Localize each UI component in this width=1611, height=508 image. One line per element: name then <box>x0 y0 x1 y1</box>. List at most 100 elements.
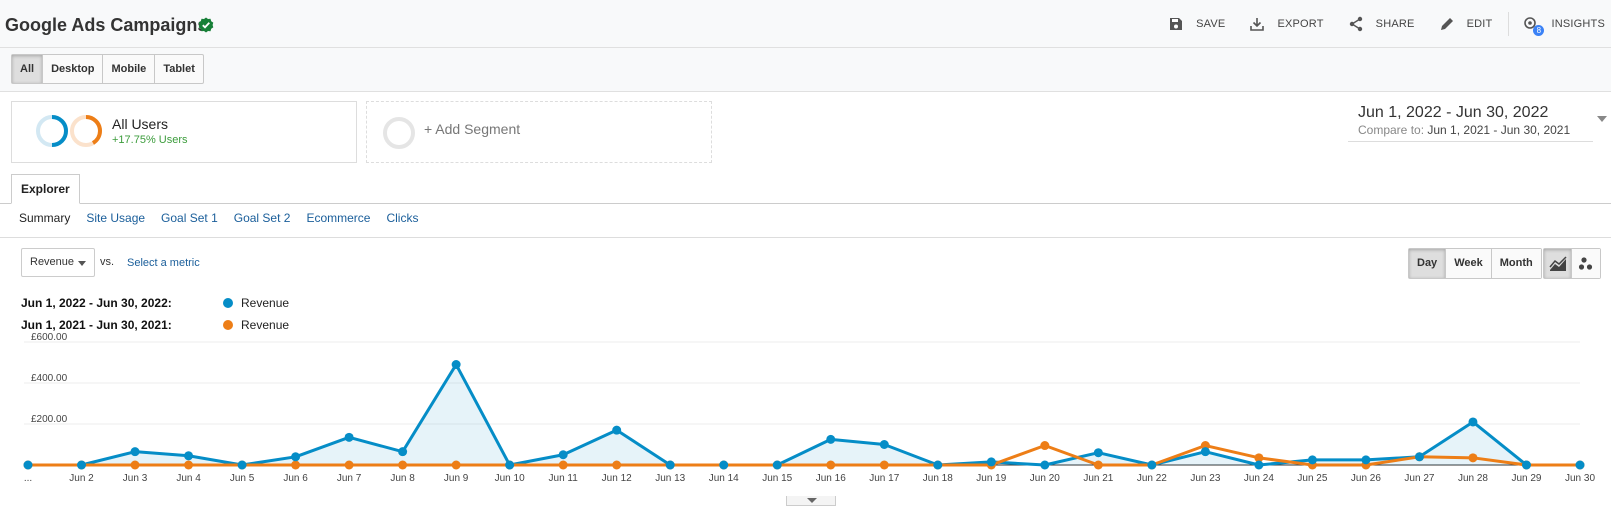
save-button[interactable]: SAVE <box>1168 16 1225 32</box>
metric-selected: Revenue <box>30 256 75 268</box>
period-month-button[interactable]: Month <box>1491 249 1541 278</box>
data-point-current <box>1307 455 1317 465</box>
metric-dropdown[interactable]: Revenue <box>21 248 95 277</box>
x-tick-label: Jun 7 <box>337 473 362 484</box>
data-point-previous <box>1040 441 1050 451</box>
select-metric-link[interactable]: Select a metric <box>127 257 200 269</box>
period-week-button[interactable]: Week <box>1446 249 1492 278</box>
explorer-subtabs: Summary Site Usage Goal Set 1 Goal Set 2… <box>19 211 434 225</box>
legend-current-dot <box>223 298 233 308</box>
data-point-current <box>505 460 515 470</box>
data-point-current <box>879 440 889 449</box>
x-tick-label: Jun 22 <box>1137 473 1167 484</box>
data-point-current <box>77 460 87 470</box>
x-tick-label: Jun 15 <box>762 473 792 484</box>
compare-range: Jun 1, 2021 - Jun 30, 2021 <box>1427 123 1571 137</box>
segment-change: +17.75% Users <box>112 134 188 146</box>
x-tick-label: ... <box>24 473 32 484</box>
insights-button[interactable]: 8 INSIGHTS <box>1523 16 1605 36</box>
edit-button[interactable]: EDIT <box>1439 16 1493 32</box>
tab-explorer[interactable]: Explorer <box>11 174 80 204</box>
subtab-ecommerce[interactable]: Ecommerce <box>306 211 371 225</box>
add-segment-label: + Add Segment <box>424 121 521 137</box>
x-tick-label: Jun 24 <box>1244 473 1274 484</box>
line-chart-button[interactable] <box>1544 249 1572 278</box>
edit-label: EDIT <box>1466 18 1493 30</box>
device-filter-bar: All Desktop Mobile Tablet <box>0 48 1611 92</box>
insights-label: INSIGHTS <box>1551 18 1605 30</box>
x-tick-label: Jun 25 <box>1297 473 1327 484</box>
subtab-summary[interactable]: Summary <box>19 211 71 225</box>
device-tab-desktop[interactable]: Desktop <box>43 55 104 83</box>
data-point-previous <box>879 460 889 470</box>
legend-current-metric: Revenue <box>241 296 290 310</box>
x-tick-label: Jun 20 <box>1030 473 1060 484</box>
chevron-down-icon <box>1597 116 1607 122</box>
data-point-current <box>558 450 568 460</box>
data-point-current <box>933 460 943 470</box>
export-button[interactable]: EXPORT <box>1249 16 1323 32</box>
data-point-current <box>1093 448 1103 458</box>
y-tick-label: £600.00 <box>31 332 68 343</box>
tab-divider <box>0 203 1611 204</box>
data-point-previous <box>1093 460 1103 470</box>
share-button[interactable]: SHARE <box>1348 16 1415 32</box>
share-icon <box>1349 16 1362 32</box>
device-tab-mobile[interactable]: Mobile <box>103 55 156 83</box>
subtab-goal-set-2[interactable]: Goal Set 2 <box>233 211 291 225</box>
data-point-current <box>826 434 836 444</box>
legend-previous-range: Jun 1, 2021 - Jun 30, 2021: <box>21 318 172 332</box>
add-segment-button[interactable]: + Add Segment <box>366 101 712 163</box>
subtab-site-usage[interactable]: Site Usage <box>86 211 146 225</box>
data-point-current <box>1361 455 1371 465</box>
chevron-down-icon <box>78 261 86 266</box>
date-range-picker[interactable]: Jun 1, 2022 - Jun 30, 2022 Compare to: J… <box>1348 104 1607 142</box>
legend-previous-dot <box>223 320 233 330</box>
pencil-icon <box>1440 18 1453 30</box>
chart-resize-handle[interactable] <box>786 496 836 506</box>
legend-previous-metric: Revenue <box>241 318 290 332</box>
device-tab-all[interactable]: All <box>12 55 44 83</box>
segment-donut-icon <box>36 115 103 147</box>
x-tick-label: Jun 3 <box>123 473 148 484</box>
x-tick-label: Jun 13 <box>655 473 685 484</box>
data-point-current <box>130 447 140 457</box>
device-tab-tablet[interactable]: Tablet <box>163 63 195 75</box>
period-day-button[interactable]: Day <box>1409 249 1447 278</box>
empty-segment-circle-icon <box>383 117 415 149</box>
data-point-current <box>665 460 675 470</box>
data-point-previous <box>184 460 194 470</box>
legend-current: Jun 1, 2022 - Jun 30, 2022: Revenue <box>21 296 289 310</box>
data-point-current <box>1521 460 1531 470</box>
chart-type-toggle <box>1543 248 1601 279</box>
x-tick-label: Jun 11 <box>549 473 579 484</box>
date-range-main: Jun 1, 2022 - Jun 30, 2022 <box>1358 104 1549 121</box>
data-point-previous <box>291 460 301 470</box>
data-point-current <box>772 460 782 470</box>
subtab-clicks[interactable]: Clicks <box>386 211 419 225</box>
data-point-current <box>344 432 354 442</box>
data-point-current <box>1147 460 1157 470</box>
save-label: SAVE <box>1196 18 1226 30</box>
data-point-current <box>986 457 996 467</box>
data-point-previous <box>398 460 408 470</box>
x-tick-label: Jun 28 <box>1458 473 1488 484</box>
subtab-divider <box>0 237 1611 238</box>
x-tick-label: Jun 6 <box>283 473 308 484</box>
report-header: Google Ads Campaigns SAVE EXPORT SHARE E… <box>0 0 1611 48</box>
motion-chart-button[interactable] <box>1572 249 1600 278</box>
data-point-current <box>719 460 729 470</box>
data-point-previous <box>826 460 836 470</box>
subtab-goal-set-1[interactable]: Goal Set 1 <box>161 211 218 225</box>
data-point-current <box>291 452 301 462</box>
insights-icon <box>1524 17 1537 29</box>
save-icon <box>1170 18 1183 30</box>
x-tick-label: Jun 26 <box>1351 473 1381 484</box>
date-range-compare: Compare to: Jun 1, 2021 - Jun 30, 2021 <box>1358 123 1570 137</box>
line-chart-icon <box>1548 255 1567 271</box>
data-point-previous <box>344 460 354 470</box>
data-point-current <box>1200 447 1210 457</box>
x-tick-label: Jun 17 <box>869 473 899 484</box>
data-point-previous <box>612 460 622 470</box>
segment-all-users[interactable]: All Users +17.75% Users <box>11 101 357 163</box>
